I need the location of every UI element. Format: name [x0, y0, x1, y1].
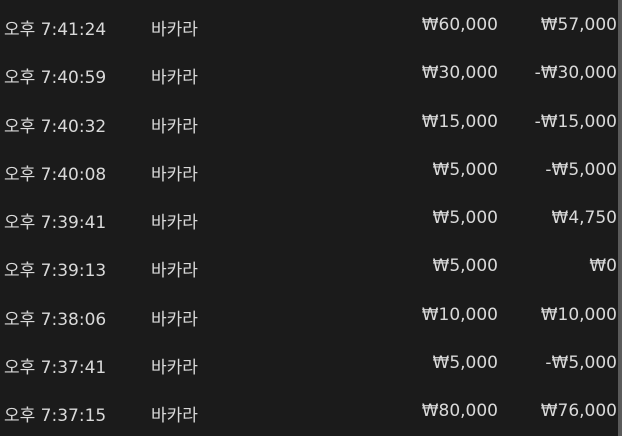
- time-cell: 오후 7:40:59: [4, 68, 107, 89]
- game-cell: 바카라: [151, 261, 198, 282]
- bet-cell: ₩5,000: [432, 256, 498, 277]
- result-cell: ₩57,000: [540, 15, 617, 35]
- time-cell: 오후 7:39:41: [4, 213, 107, 233]
- game-cell: 바카라: [151, 357, 198, 378]
- bet-cell: ₩5,000: [432, 159, 498, 180]
- table-row[interactable]: 오후 7:39:41 바카라 ₩5,000 ₩4,750: [0, 194, 618, 242]
- result-cell: ₩4,750: [551, 208, 617, 228]
- table-row[interactable]: 오후 7:40:08 바카라 ₩5,000 -₩5,000: [0, 146, 618, 194]
- result-cell: -₩5,000: [545, 352, 617, 373]
- time-cell: 오후 7:39:13: [4, 261, 107, 282]
- result-cell: -₩15,000: [534, 111, 617, 132]
- bet-cell: ₩15,000: [421, 111, 498, 132]
- game-cell: 바카라: [151, 68, 198, 89]
- table-row[interactable]: 오후 7:37:15 바카라 ₩80,000 ₩76,000: [0, 387, 618, 435]
- table-row[interactable]: 오후 7:37:41 바카라 ₩5,000 -₩5,000: [0, 339, 618, 387]
- table-row[interactable]: 오후 7:40:59 바카라 ₩30,000 -₩30,000: [0, 49, 618, 97]
- time-cell: 오후 7:37:41: [4, 357, 107, 378]
- time-cell: 오후 7:41:24: [4, 20, 107, 40]
- time-cell: 오후 7:38:06: [4, 309, 107, 330]
- time-cell: 오후 7:37:15: [4, 406, 107, 426]
- table-row[interactable]: 오후 7:39:13 바카라 ₩5,000 ₩0: [0, 242, 618, 290]
- table-row[interactable]: 오후 7:38:06 바카라 ₩10,000 ₩10,000: [0, 291, 618, 339]
- result-cell: ₩10,000: [540, 304, 617, 325]
- result-cell: -₩30,000: [534, 63, 617, 84]
- bet-cell: ₩30,000: [421, 63, 498, 84]
- bet-cell: ₩10,000: [421, 304, 498, 325]
- table-row[interactable]: 오후 7:41:24 바카라 ₩60,000 ₩57,000: [0, 1, 618, 49]
- game-cell: 바카라: [151, 116, 198, 137]
- time-cell: 오후 7:40:32: [4, 116, 107, 137]
- result-cell: ₩0: [589, 256, 617, 277]
- scrollbar[interactable]: [618, 0, 622, 436]
- bet-cell: ₩60,000: [421, 15, 498, 35]
- game-cell: 바카라: [151, 309, 198, 330]
- game-cell: 바카라: [151, 164, 198, 185]
- game-cell: 바카라: [151, 406, 198, 426]
- game-cell: 바카라: [151, 213, 198, 233]
- time-cell: 오후 7:40:08: [4, 164, 107, 185]
- bet-cell: ₩5,000: [432, 352, 498, 373]
- result-cell: ₩76,000: [540, 401, 617, 421]
- table-row[interactable]: 오후 7:40:32 바카라 ₩15,000 -₩15,000: [0, 98, 618, 146]
- game-cell: 바카라: [151, 20, 198, 40]
- bet-cell: ₩5,000: [432, 208, 498, 228]
- result-cell: -₩5,000: [545, 159, 617, 180]
- bet-cell: ₩80,000: [421, 401, 498, 421]
